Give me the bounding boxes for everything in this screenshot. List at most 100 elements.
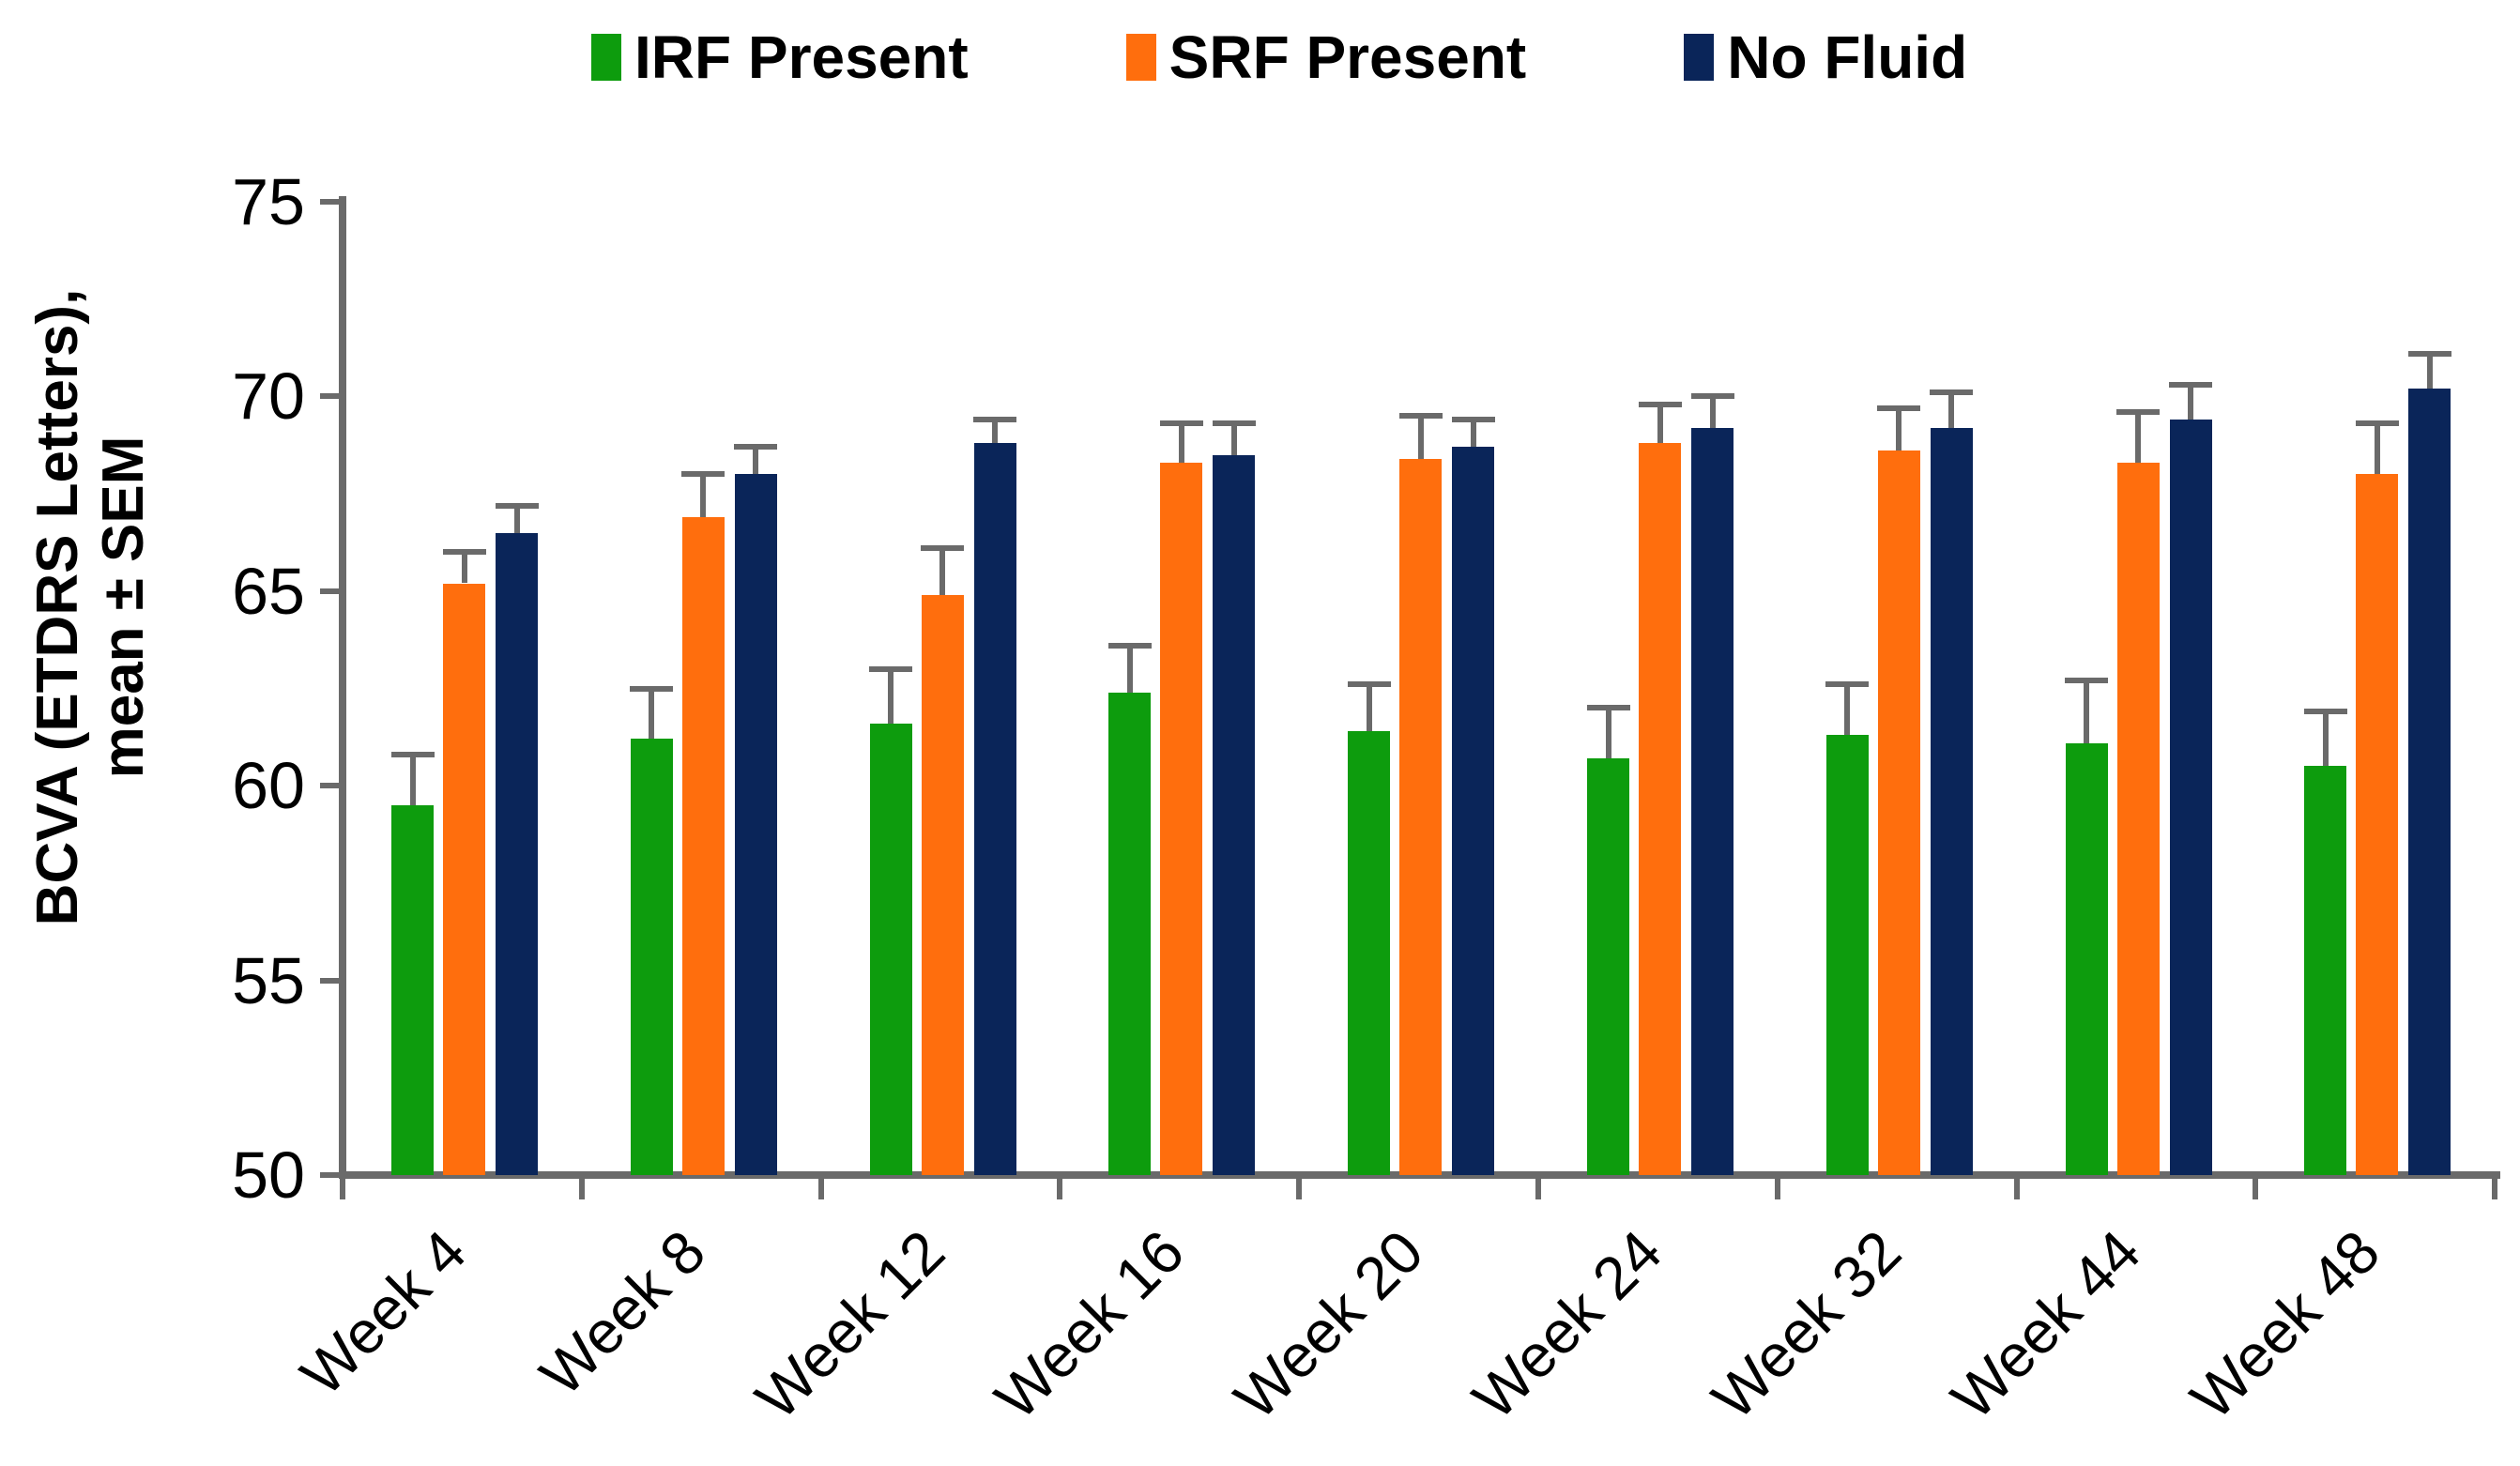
legend-label-no-fluid: No Fluid bbox=[1727, 23, 1968, 91]
x-axis-label-week-8: Week 8 bbox=[527, 1217, 719, 1409]
error-bar-no-fluid-week-44 bbox=[2188, 384, 2194, 420]
error-bar-cap-irf-present-week-24 bbox=[1586, 705, 1630, 711]
bar-irf-present-week-48 bbox=[2304, 766, 2347, 1175]
error-bar-cap-no-fluid-week-20 bbox=[1451, 417, 1495, 423]
bar-no-fluid-week-20 bbox=[1452, 447, 1495, 1175]
bar-srf-present-week-8 bbox=[681, 516, 725, 1175]
error-bar-cap-no-fluid-week-32 bbox=[1930, 389, 1974, 396]
bar-irf-present-week-20 bbox=[1348, 731, 1391, 1175]
x-axis-tick bbox=[1057, 1179, 1063, 1199]
x-axis-label-week-4: Week 4 bbox=[287, 1217, 480, 1409]
x-axis-tick bbox=[817, 1179, 824, 1199]
y-axis-line bbox=[339, 196, 346, 1179]
error-bar-irf-present-week-44 bbox=[2084, 680, 2090, 743]
y-axis-title-line1: BCVA (ETDRS Letters), bbox=[25, 288, 90, 926]
error-bar-srf-present-week-48 bbox=[2374, 423, 2380, 475]
error-bar-no-fluid-week-4 bbox=[513, 505, 520, 533]
error-bar-srf-present-week-8 bbox=[700, 474, 707, 517]
error-bar-cap-srf-present-week-32 bbox=[1877, 405, 1921, 411]
error-bar-irf-present-week-20 bbox=[1366, 684, 1372, 732]
legend: IRF Present SRF Present No Fluid bbox=[591, 23, 1967, 92]
y-axis-tick bbox=[320, 977, 343, 984]
bar-srf-present-week-20 bbox=[1399, 458, 1443, 1175]
x-axis-tick bbox=[2492, 1179, 2498, 1199]
y-axis-title: BCVA (ETDRS Letters), mean ± SEM bbox=[25, 171, 162, 1044]
error-bar-cap-irf-present-week-12 bbox=[869, 665, 913, 672]
bar-srf-present-week-24 bbox=[1639, 443, 1681, 1175]
bar-no-fluid-week-44 bbox=[2169, 420, 2212, 1175]
legend-label-irf-present: IRF Present bbox=[634, 23, 969, 91]
bar-irf-present-week-44 bbox=[2065, 742, 2108, 1175]
error-bar-cap-no-fluid-week-48 bbox=[2407, 350, 2451, 357]
error-bar-cap-srf-present-week-20 bbox=[1398, 413, 1443, 420]
error-bar-cap-no-fluid-week-16 bbox=[1212, 420, 1256, 427]
error-bar-cap-srf-present-week-12 bbox=[921, 545, 965, 552]
error-bar-srf-present-week-4 bbox=[461, 552, 467, 584]
y-axis-tick bbox=[320, 393, 343, 400]
x-axis-tick bbox=[578, 1179, 585, 1199]
error-bar-cap-irf-present-week-32 bbox=[1825, 681, 1870, 688]
legend-swatch-irf-present bbox=[591, 34, 621, 81]
bar-srf-present-week-44 bbox=[2116, 462, 2160, 1175]
error-bar-cap-srf-present-week-24 bbox=[1638, 401, 1682, 407]
x-axis-label-week-32: Week 32 bbox=[1699, 1217, 1915, 1432]
error-bar-srf-present-week-20 bbox=[1417, 416, 1424, 459]
error-bar-cap-irf-present-week-8 bbox=[630, 685, 674, 692]
error-bar-irf-present-week-4 bbox=[409, 755, 416, 805]
x-axis-tick bbox=[1296, 1179, 1303, 1199]
legend-swatch-srf-present bbox=[1125, 34, 1156, 81]
legend-item-srf-present: SRF Present bbox=[1125, 23, 1527, 92]
error-bar-irf-present-week-48 bbox=[2322, 711, 2329, 767]
bar-irf-present-week-24 bbox=[1587, 758, 1629, 1175]
bar-no-fluid-week-8 bbox=[734, 474, 777, 1175]
y-axis-tick-label: 50 bbox=[232, 1138, 305, 1212]
error-bar-no-fluid-week-48 bbox=[2426, 353, 2433, 389]
x-axis-line bbox=[339, 1171, 2500, 1179]
bar-srf-present-week-48 bbox=[2356, 474, 2399, 1175]
error-bar-cap-srf-present-week-48 bbox=[2355, 420, 2399, 427]
legend-item-no-fluid: No Fluid bbox=[1684, 23, 1967, 92]
y-axis-tick bbox=[320, 1172, 343, 1178]
bar-srf-present-week-16 bbox=[1160, 462, 1203, 1175]
y-axis-title-line2: mean ± SEM bbox=[91, 435, 156, 779]
bar-no-fluid-week-24 bbox=[1691, 427, 1733, 1175]
y-axis-tick-label: 55 bbox=[232, 943, 305, 1017]
bar-srf-present-week-4 bbox=[443, 583, 485, 1175]
error-bar-cap-no-fluid-week-4 bbox=[495, 502, 539, 509]
error-bar-cap-srf-present-week-8 bbox=[681, 471, 725, 478]
bar-irf-present-week-16 bbox=[1108, 692, 1152, 1175]
error-bar-no-fluid-week-20 bbox=[1470, 420, 1476, 448]
error-bar-cap-no-fluid-week-12 bbox=[973, 417, 1017, 423]
error-bar-srf-present-week-16 bbox=[1178, 423, 1184, 463]
error-bar-cap-irf-present-week-48 bbox=[2303, 709, 2347, 715]
error-bar-srf-present-week-24 bbox=[1657, 404, 1663, 444]
bar-irf-present-week-4 bbox=[391, 804, 434, 1175]
x-axis-label-week-16: Week 16 bbox=[982, 1217, 1197, 1432]
error-bar-cap-no-fluid-week-24 bbox=[1690, 393, 1734, 400]
error-bar-no-fluid-week-16 bbox=[1230, 423, 1237, 455]
y-axis-tick bbox=[320, 588, 343, 594]
legend-swatch-no-fluid bbox=[1684, 34, 1715, 81]
x-axis-label-week-20: Week 20 bbox=[1220, 1217, 1436, 1432]
legend-label-srf-present: SRF Present bbox=[1168, 23, 1527, 91]
error-bar-cap-irf-present-week-4 bbox=[390, 752, 435, 758]
y-axis-tick-label: 75 bbox=[232, 165, 305, 238]
bar-irf-present-week-8 bbox=[630, 739, 673, 1175]
bar-no-fluid-week-48 bbox=[2408, 389, 2451, 1175]
error-bar-srf-present-week-44 bbox=[2135, 411, 2142, 463]
error-bar-cap-srf-present-week-4 bbox=[442, 549, 486, 556]
error-bar-srf-present-week-32 bbox=[1896, 407, 1902, 451]
x-axis-tick bbox=[2013, 1179, 2020, 1199]
error-bar-no-fluid-week-24 bbox=[1709, 396, 1716, 428]
bar-no-fluid-week-16 bbox=[1213, 454, 1256, 1175]
error-bar-irf-present-week-12 bbox=[888, 668, 894, 724]
error-bar-irf-present-week-32 bbox=[1844, 684, 1851, 736]
error-bar-cap-irf-present-week-20 bbox=[1347, 681, 1391, 688]
x-axis-tick bbox=[1535, 1179, 1541, 1199]
bar-no-fluid-week-12 bbox=[973, 443, 1016, 1175]
error-bar-cap-srf-present-week-44 bbox=[2116, 408, 2161, 415]
error-bar-cap-no-fluid-week-44 bbox=[2169, 381, 2213, 388]
x-axis-tick bbox=[2253, 1179, 2259, 1199]
bar-irf-present-week-12 bbox=[869, 723, 912, 1175]
error-bar-srf-present-week-12 bbox=[939, 548, 946, 595]
